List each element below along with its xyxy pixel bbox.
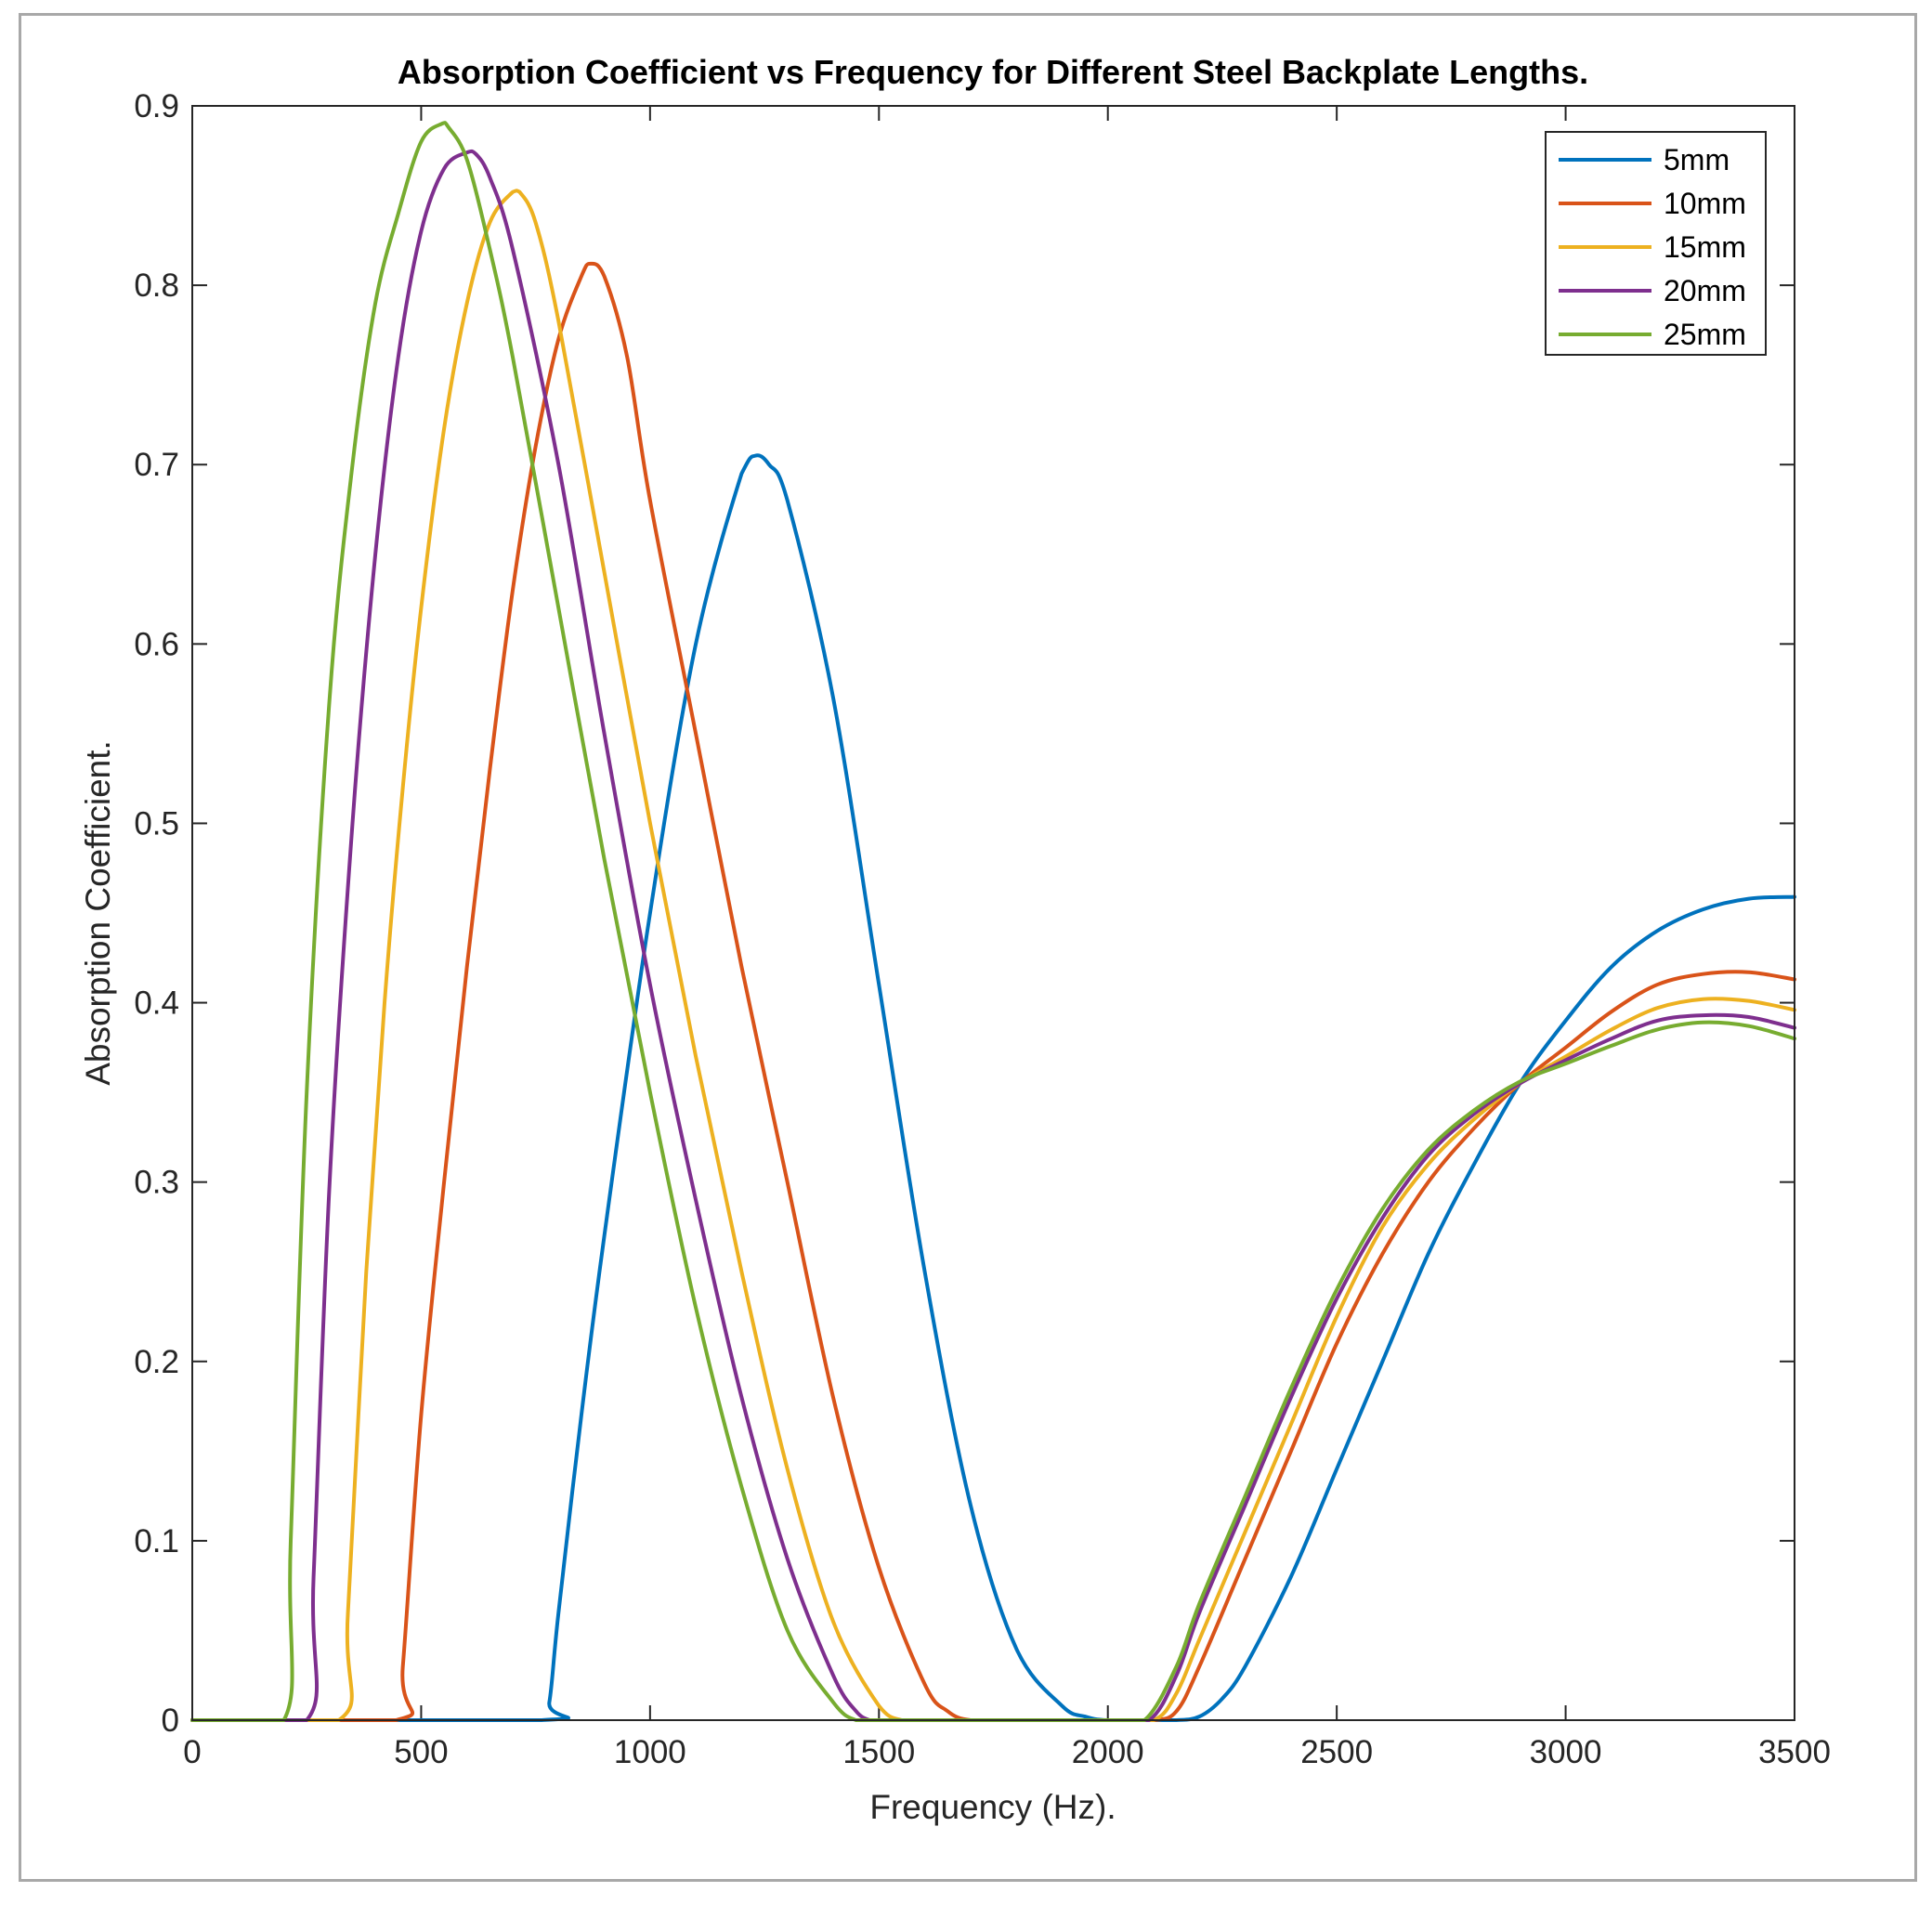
x-tick-label: 3500 (1758, 1734, 1831, 1770)
x-tick-label: 2000 (1072, 1734, 1144, 1770)
y-tick-label: 0.4 (134, 985, 179, 1022)
y-tick-label: 0 (162, 1703, 179, 1739)
x-tick-label: 2500 (1300, 1734, 1373, 1770)
legend-label: 20mm (1664, 274, 1746, 307)
y-axis-label: Absorption Coefficient. (79, 740, 117, 1086)
plot-area (192, 106, 1795, 1720)
legend-box (1545, 131, 1767, 356)
legend: 5mm 10mm 15mm 20mm 25mm (1545, 131, 1767, 356)
plot-border (191, 105, 1795, 1721)
y-tick-label: 0.2 (134, 1344, 179, 1380)
x-tick-label: 1500 (842, 1734, 915, 1770)
x-axis-label: Frequency (Hz). (869, 1788, 1116, 1826)
legend-label: 5mm (1664, 143, 1730, 176)
series-lines (190, 121, 1796, 1723)
chart-title: Absorption Coefficient vs Frequency for … (398, 53, 1588, 91)
y-tick-label: 0.6 (134, 626, 179, 662)
y-tick-label: 0.3 (134, 1165, 179, 1201)
axis-tick-labels: 0 500 1000 1500 2000 2500 3000 3500 0 0.1 0.2 0.3 0.… (134, 88, 1831, 1770)
y-tick-label: 0.8 (134, 267, 179, 304)
legend-label: 15mm (1664, 230, 1746, 264)
y-tick-label: 0.9 (134, 88, 179, 124)
legend-label: 10mm (1664, 187, 1746, 220)
series-line-5mm (190, 453, 1796, 1723)
series-line-15mm (190, 189, 1796, 1723)
legend-label: 25mm (1664, 318, 1746, 351)
y-tick-label: 0.1 (134, 1523, 179, 1559)
x-tick-label: 1000 (614, 1734, 686, 1770)
series-line-25mm (190, 121, 1796, 1723)
y-tick-label: 0.5 (134, 805, 179, 842)
x-tick-label: 500 (394, 1734, 448, 1770)
series-line-10mm (190, 261, 1796, 1723)
x-tick-label: 0 (183, 1734, 201, 1770)
series-line-20mm (190, 149, 1796, 1723)
y-tick-label: 0.7 (134, 447, 179, 483)
x-tick-label: 3000 (1530, 1734, 1602, 1770)
